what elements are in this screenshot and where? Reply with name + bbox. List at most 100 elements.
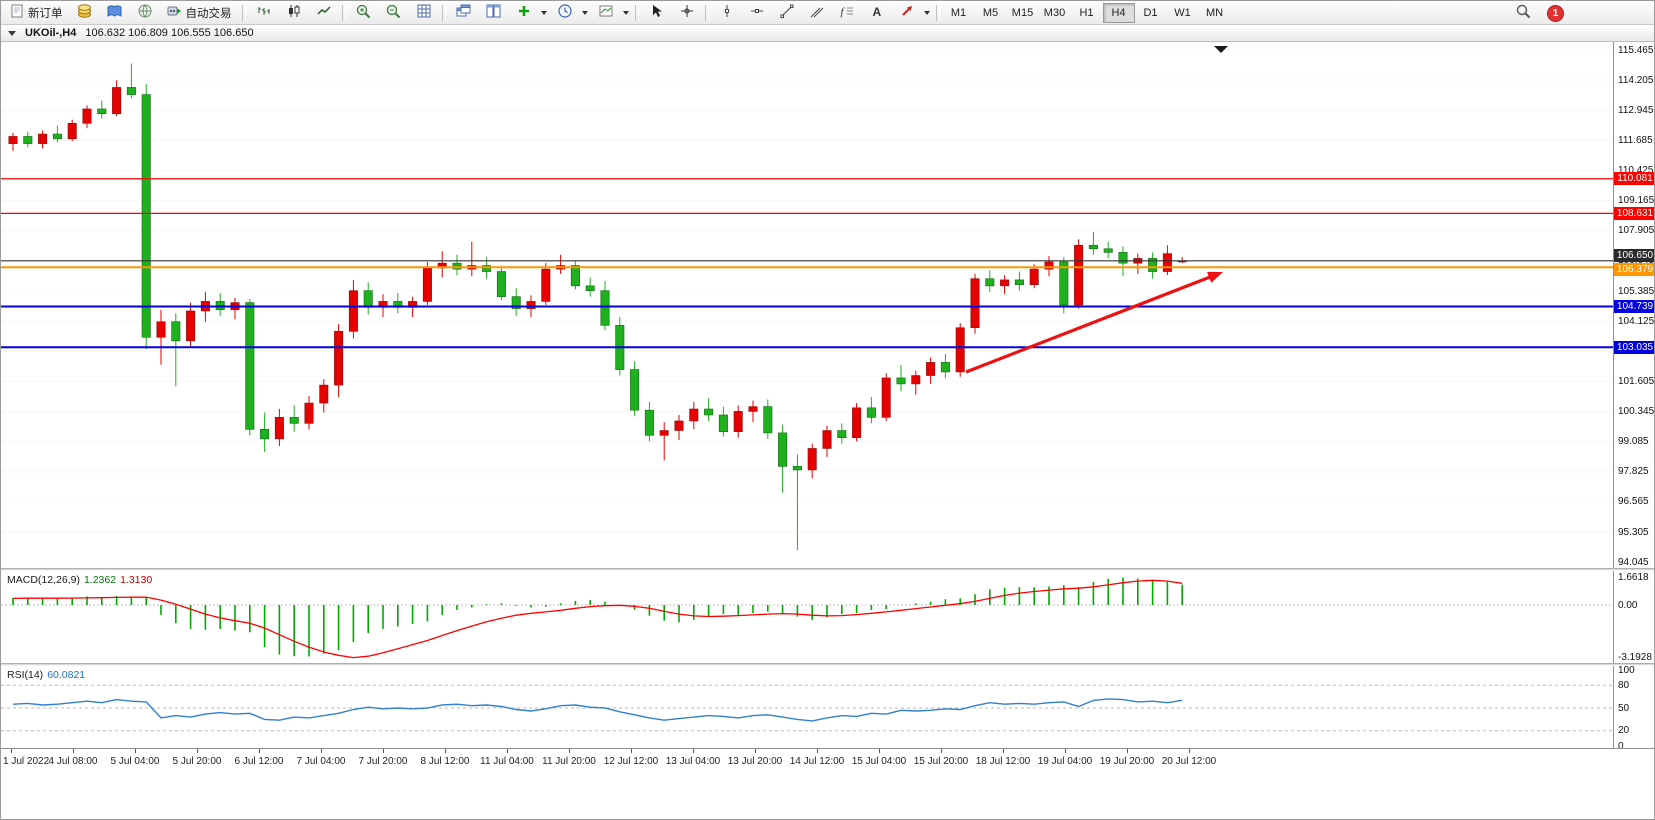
tile-windows-button[interactable] xyxy=(479,2,509,24)
candle xyxy=(260,429,270,440)
zoom-out-icon xyxy=(386,4,401,22)
time-tick xyxy=(569,749,570,753)
candle xyxy=(1088,244,1098,250)
timeframe-H1[interactable]: H1 xyxy=(1079,6,1094,19)
new-order-label: 新订单 xyxy=(28,7,63,20)
rsi-scale-label: 20 xyxy=(1618,725,1630,737)
price-axis[interactable]: 115.465 114.205 112.945 111.685 110.425 109.1… xyxy=(1613,42,1655,752)
timeframe-H4[interactable]: H4 xyxy=(1102,2,1135,23)
price-line-label-106.379: 106.379 xyxy=(1614,262,1654,276)
candle xyxy=(659,430,669,436)
time-tick xyxy=(197,749,198,753)
new-chart-button[interactable] xyxy=(409,2,439,24)
chart-title-bar[interactable]: UKOil-,H4 106.632 106.809 106.555 106.65… xyxy=(1,25,1654,42)
timeframe-M1[interactable]: M1 xyxy=(950,6,967,19)
templates-dropdown[interactable] xyxy=(621,3,632,23)
new-order-button[interactable]: 新订单 xyxy=(4,2,70,24)
zoom-in-icon xyxy=(356,4,371,22)
autotrading-button[interactable]: 自动交易 xyxy=(160,2,239,24)
cursor-button[interactable] xyxy=(642,2,672,24)
timeframe-M15[interactable]: M15 xyxy=(1011,6,1034,19)
macd-chart[interactable] xyxy=(1,571,1613,663)
trend-arrow-annotation[interactable] xyxy=(965,273,1217,374)
fibonacci-button[interactable]: f xyxy=(832,2,862,24)
candle xyxy=(1118,252,1128,264)
guide-button[interactable] xyxy=(100,2,130,24)
horizontal-line-button[interactable] xyxy=(742,2,772,24)
rsi-scale-label: 0 xyxy=(1618,740,1624,752)
candle xyxy=(348,290,358,332)
templates-button[interactable] xyxy=(591,2,621,24)
candle xyxy=(955,327,965,373)
bar-chart-button[interactable] xyxy=(249,2,279,24)
notification-badge[interactable]: 1 xyxy=(1547,4,1564,22)
zoom-out-button[interactable] xyxy=(379,2,409,24)
indicators-dropdown[interactable] xyxy=(539,3,550,23)
macd-scale-label: 1.6618 xyxy=(1618,572,1649,584)
periods-dropdown[interactable] xyxy=(580,3,591,23)
timeframe-W1[interactable]: W1 xyxy=(1174,6,1191,19)
timeframe-MN[interactable]: MN xyxy=(1205,6,1224,19)
candle xyxy=(1000,279,1010,287)
coins-icon xyxy=(77,4,92,21)
chevron-down-icon xyxy=(924,10,930,15)
vertical-line-button[interactable] xyxy=(712,2,742,24)
svg-text:f: f xyxy=(840,6,845,18)
candle xyxy=(570,265,580,287)
time-label: 4 Jul 08:00 xyxy=(48,756,98,767)
time-tick xyxy=(259,749,260,753)
deposit-button[interactable] xyxy=(70,2,100,24)
time-label: 19 Jul 04:00 xyxy=(1037,756,1093,767)
macd-scale-label: 0.00 xyxy=(1618,599,1638,611)
chart-shift-marker[interactable] xyxy=(1214,46,1228,53)
one-click-trading-toggle[interactable] xyxy=(8,30,16,36)
community-button[interactable] xyxy=(130,2,160,24)
time-label: 12 Jul 12:00 xyxy=(603,756,659,767)
crosshair-button[interactable] xyxy=(672,2,702,24)
channel-button[interactable] xyxy=(802,2,832,24)
cascade-windows-icon xyxy=(456,4,471,21)
search-button[interactable] xyxy=(1508,2,1538,24)
line-chart-button[interactable] xyxy=(309,2,339,24)
panel-separator[interactable] xyxy=(1,568,1654,571)
time-axis[interactable]: 1 Jul 2022 4 Jul 08:00 5 Jul 04:00 5 Jul 20… xyxy=(1,748,1654,773)
timeframe-M30[interactable]: M30 xyxy=(1043,6,1066,19)
timeframe-M5[interactable]: M5 xyxy=(982,6,999,19)
candle xyxy=(674,420,684,431)
time-tick xyxy=(73,749,74,753)
candle xyxy=(1103,248,1113,253)
price-tick-label: 109.165 xyxy=(1618,195,1655,207)
candlestick-chart-button[interactable] xyxy=(279,2,309,24)
price-tick-label: 101.605 xyxy=(1618,375,1655,387)
candle xyxy=(496,271,506,297)
price-line-label-106.650: 106.650 xyxy=(1614,249,1654,263)
candle xyxy=(38,133,48,144)
candle xyxy=(1162,253,1172,272)
candle xyxy=(304,402,314,424)
zoom-in-button[interactable] xyxy=(349,2,379,24)
candle xyxy=(896,377,906,385)
panel-separator[interactable] xyxy=(1,663,1654,666)
candle xyxy=(1014,279,1024,285)
price-tick-label: 100.345 xyxy=(1618,406,1655,417)
arrows-tool-button[interactable] xyxy=(892,2,922,24)
autotrading-icon xyxy=(167,4,182,21)
trendline-button[interactable] xyxy=(772,2,802,24)
rsi-chart[interactable] xyxy=(1,666,1613,748)
candle xyxy=(911,375,921,385)
indicators-button[interactable] xyxy=(509,2,539,24)
tile-windows-icon xyxy=(486,4,501,21)
chevron-down-icon xyxy=(541,10,547,15)
arrows-dropdown[interactable] xyxy=(922,3,933,23)
rsi-line xyxy=(12,698,1183,722)
periods-button[interactable] xyxy=(550,2,580,24)
fibonacci-icon: f xyxy=(840,4,854,21)
candle xyxy=(748,406,758,412)
cursor-icon xyxy=(651,4,663,21)
price-chart[interactable] xyxy=(1,42,1613,568)
timeframe-D1[interactable]: D1 xyxy=(1143,6,1158,19)
candle xyxy=(289,417,299,424)
cascade-windows-button[interactable] xyxy=(449,2,479,24)
text-tool-button[interactable]: A xyxy=(862,2,892,24)
price-tick-label: 110.425 xyxy=(1618,165,1654,176)
